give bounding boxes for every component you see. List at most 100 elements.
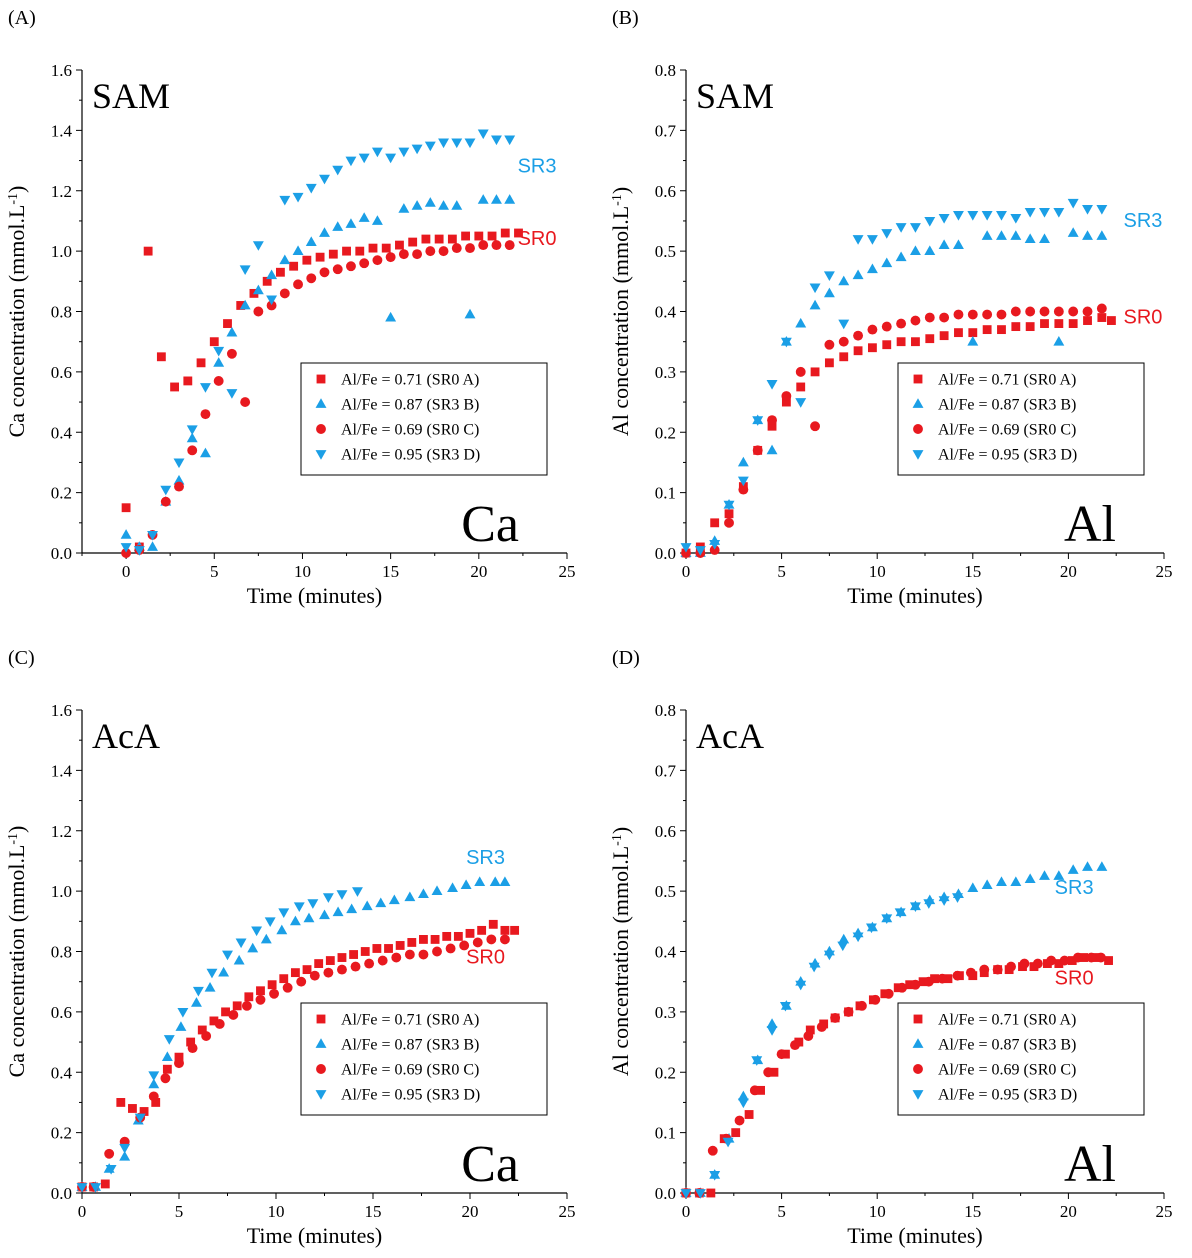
y-tick-label: 0.1 xyxy=(655,484,676,503)
legend-marker xyxy=(912,1038,924,1048)
data-point xyxy=(1082,861,1093,871)
data-point xyxy=(183,376,193,386)
data-point xyxy=(1082,204,1093,215)
data-point xyxy=(795,317,807,328)
data-point xyxy=(206,968,218,979)
data-point xyxy=(332,221,344,231)
data-point xyxy=(76,1183,88,1193)
data-point xyxy=(174,1058,184,1069)
x-tick-label: 25 xyxy=(559,1202,576,1221)
data-point xyxy=(943,974,953,984)
data-point xyxy=(1053,306,1064,317)
data-point xyxy=(852,269,864,280)
data-point xyxy=(1067,227,1079,237)
data-point xyxy=(404,949,415,960)
legend-label: Al/Fe = 0.71 (SR0 A) xyxy=(341,1012,479,1029)
legend-marker xyxy=(315,1090,327,1100)
data-point xyxy=(805,1025,815,1035)
data-point xyxy=(749,1085,760,1096)
x-tick-label: 20 xyxy=(1060,1202,1077,1221)
data-point xyxy=(1059,955,1070,966)
data-point xyxy=(408,237,418,247)
data-point xyxy=(252,241,264,251)
data-point xyxy=(256,986,265,996)
data-point xyxy=(808,962,820,973)
data-point xyxy=(1039,233,1050,243)
data-point xyxy=(105,1164,117,1175)
data-point xyxy=(486,934,497,945)
data-point xyxy=(302,255,312,265)
data-point xyxy=(418,949,429,960)
legend-label: Al/Fe = 0.95 (SR3 D) xyxy=(341,1087,480,1104)
data-point xyxy=(424,141,436,152)
data-point xyxy=(170,382,180,392)
data-point xyxy=(247,942,259,953)
data-point xyxy=(763,1067,774,1078)
series-4 xyxy=(76,887,363,1193)
data-point xyxy=(489,876,501,886)
y-axis-title: Al concentration (mmol.L-1) xyxy=(608,827,633,1076)
data-point xyxy=(388,894,400,905)
y-tick-label: 1.2 xyxy=(51,182,72,201)
data-point xyxy=(909,245,921,256)
data-point xyxy=(1073,952,1083,963)
data-point xyxy=(939,331,949,341)
x-axis-title: Time (minutes) xyxy=(847,1223,982,1248)
legend-marker xyxy=(316,1064,326,1074)
data-point xyxy=(174,481,184,492)
data-point xyxy=(305,236,317,246)
data-point xyxy=(809,283,821,294)
data-point xyxy=(924,217,936,227)
data-point xyxy=(810,421,820,432)
data-point xyxy=(897,982,907,993)
data-point xyxy=(925,334,935,344)
data-point xyxy=(451,243,462,254)
data-point xyxy=(954,328,963,338)
legend-marker xyxy=(315,1038,327,1048)
data-point xyxy=(868,343,877,353)
data-point xyxy=(319,267,330,278)
data-point xyxy=(795,398,807,408)
series-1 xyxy=(77,919,520,1192)
data-point xyxy=(965,967,976,978)
series-annotation: SR0 xyxy=(1055,968,1094,990)
data-point xyxy=(235,938,247,949)
series-annotation: SR3 xyxy=(1055,877,1094,899)
y-tick-label: 1.6 xyxy=(51,61,72,80)
data-point xyxy=(1010,214,1022,224)
data-point xyxy=(173,474,185,485)
data-point xyxy=(395,941,405,950)
data-point xyxy=(967,211,979,221)
data-point xyxy=(199,447,211,458)
data-point xyxy=(968,328,978,338)
y-axis-title-sup: -1 xyxy=(610,834,625,846)
data-point xyxy=(398,249,409,260)
legend: Al/Fe = 0.71 (SR0 A) Al/Fe = 0.87 (SR3 B)… xyxy=(897,1002,1145,1116)
data-point xyxy=(500,228,510,238)
data-point xyxy=(474,231,484,241)
legend-label: Al/Fe = 0.87 (SR3 B) xyxy=(341,397,479,414)
data-point xyxy=(240,397,251,408)
data-point xyxy=(385,153,397,164)
data-point xyxy=(214,1019,225,1029)
data-point xyxy=(337,953,347,962)
y-tick-label: 0.8 xyxy=(655,701,676,720)
data-point xyxy=(837,941,849,952)
data-point xyxy=(909,223,921,233)
data-point xyxy=(767,421,777,431)
data-point xyxy=(360,947,370,956)
data-point xyxy=(823,287,835,298)
y-axis-title: Ca concentration (mmol.L-1) xyxy=(4,826,29,1078)
y-tick-label: 0.2 xyxy=(655,1063,676,1082)
data-point xyxy=(460,879,472,889)
data-point xyxy=(870,994,881,1005)
data-point xyxy=(361,900,373,911)
data-point xyxy=(1039,207,1050,218)
data-point xyxy=(279,288,290,299)
data-point xyxy=(395,240,404,250)
y-tick-label: 0.5 xyxy=(655,882,676,901)
series-4 xyxy=(680,198,1108,556)
series-annotation: SR0 xyxy=(1124,307,1163,329)
data-point xyxy=(120,543,132,553)
data-point xyxy=(407,938,417,947)
